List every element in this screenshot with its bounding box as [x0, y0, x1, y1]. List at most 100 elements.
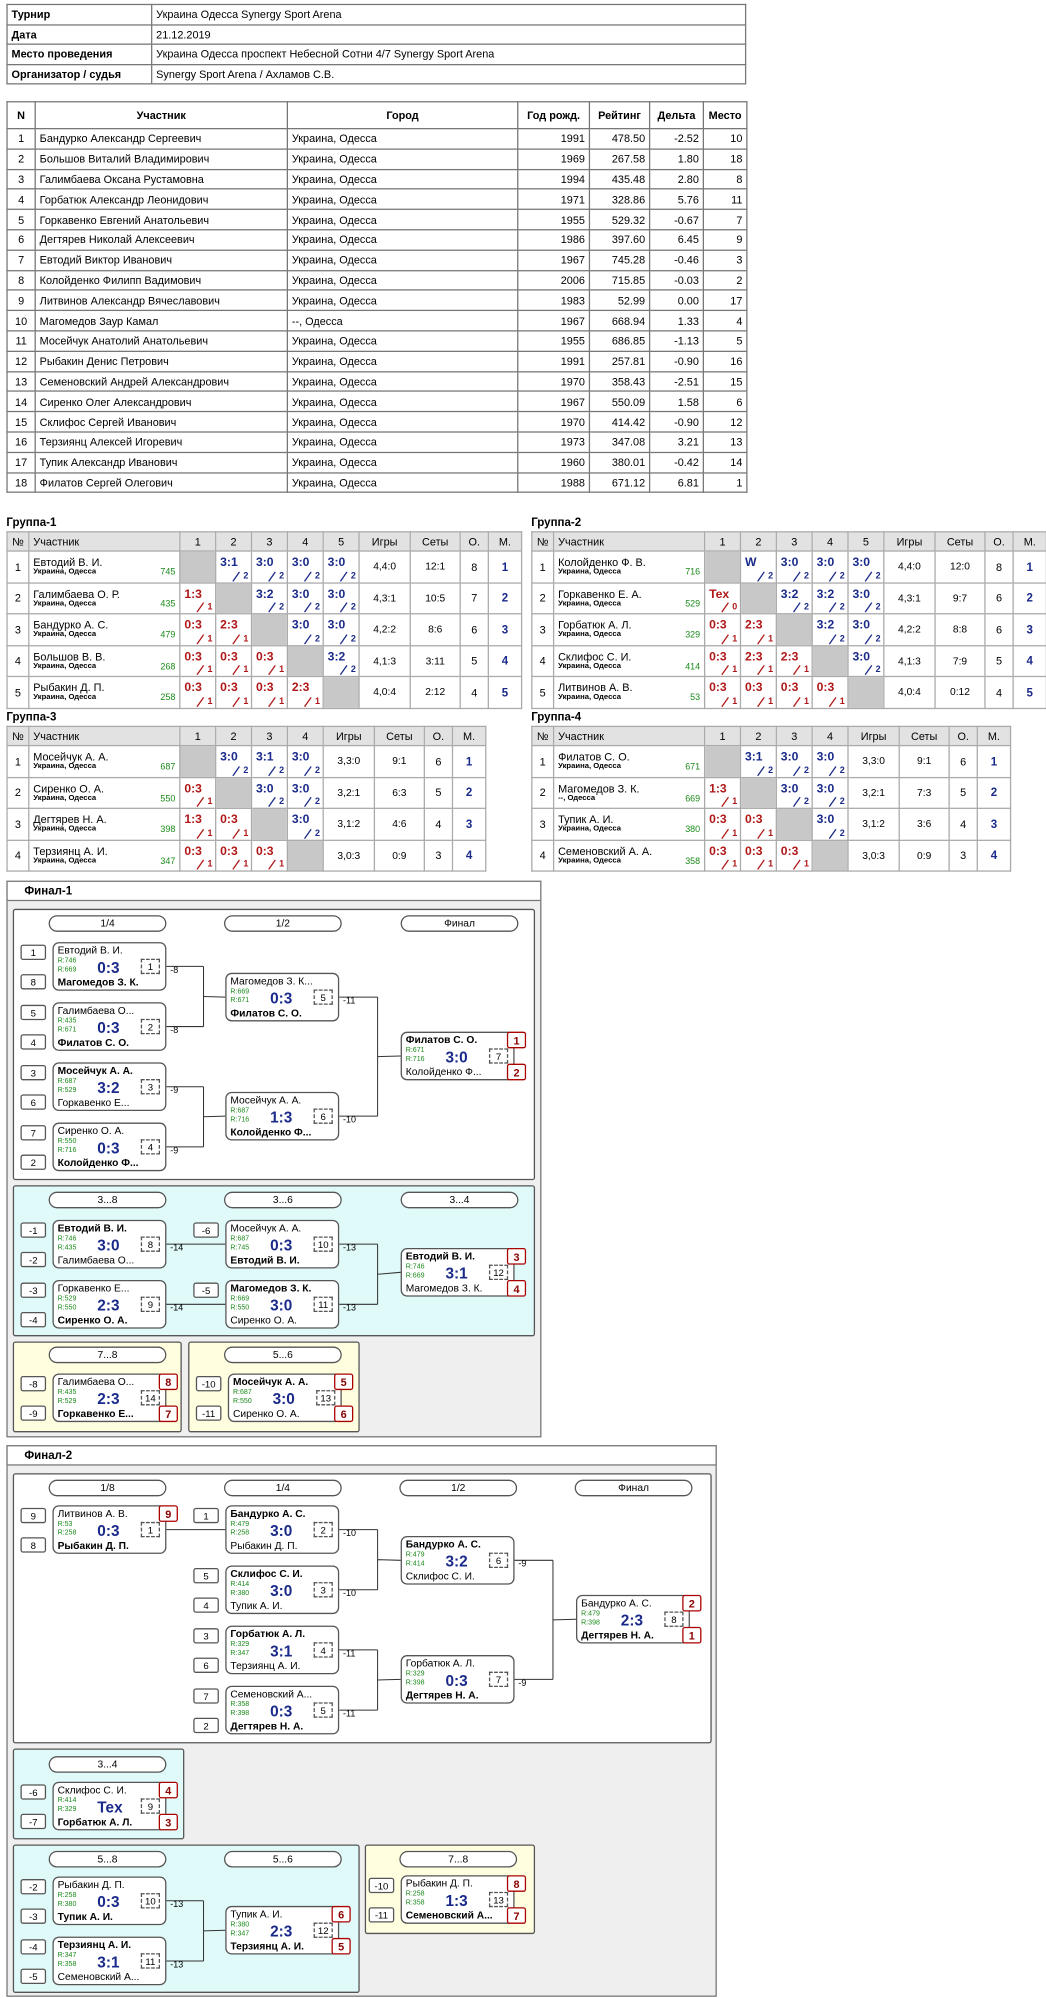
player-1: Горбатюк А. Л. — [405, 1657, 475, 1670]
group-row: 5 Рыбакин Д. П. Украина, Одесса 258 0:3 1 0:3 1… — [6, 675, 523, 709]
games: 3,0:3 — [322, 839, 376, 872]
row-number: 3 — [531, 807, 555, 841]
info-value: Synergy Sport Arena / Ахламов С.В. — [151, 63, 747, 85]
score-cell: 3:0 2 — [811, 744, 849, 778]
set-score: Tex — [709, 587, 730, 602]
player-rating: 398 — [160, 825, 176, 835]
player-city: Украина, Одесса — [558, 568, 622, 577]
column-header: Участник — [552, 725, 706, 747]
set-score: 3:0 — [852, 649, 871, 664]
rating-2: R:329 — [57, 1806, 77, 1814]
group-row: 5 Литвинов А. В. Украина, Одесса 53 0:3 1 0:3 1… — [531, 675, 1046, 709]
score-cell: Tex 0 — [704, 581, 742, 615]
cell: 5.76 — [648, 188, 704, 211]
set-score: 0:3 — [220, 649, 238, 664]
set-score: 3:0 — [291, 587, 310, 602]
seed: 8 — [20, 1537, 47, 1553]
set-score: 3:0 — [852, 555, 871, 570]
place: 3 — [158, 1813, 178, 1831]
match-number: 2 — [313, 1521, 333, 1538]
set-score: 0:3 — [256, 649, 274, 664]
column-header: 2 — [215, 531, 253, 552]
games: 4,2:2 — [358, 613, 411, 646]
player-name: Филатов С. О. — [558, 750, 630, 764]
cell: 1991 — [517, 350, 591, 372]
cell: -1.13 — [648, 330, 704, 352]
player-name: Евтодий В. И. — [33, 555, 103, 569]
cell: 1.58 — [648, 390, 704, 413]
row-number: 4 — [6, 839, 30, 872]
cell: 1973 — [517, 431, 591, 453]
score-cell: 3:2 2 — [811, 613, 849, 646]
cell: 1 — [6, 128, 36, 150]
match-points: 1 — [243, 860, 249, 870]
match-score: 3:1 — [270, 1642, 293, 1661]
player-cell: Магомедов З. К. --, Одесса 669 — [552, 776, 706, 809]
player-rating: 347 — [160, 857, 176, 867]
set-score: 0:3 — [256, 681, 274, 696]
player-1: Рыбакин Д. П. — [57, 1879, 125, 1891]
match-number: 7 — [488, 1671, 509, 1688]
cell: 668.94 — [588, 309, 651, 332]
connector — [377, 1678, 401, 1681]
place: 3 — [1012, 613, 1046, 646]
player-2: Терзиянц А. И. — [230, 1940, 304, 1952]
cell: Мосейчук Анатолий Анатольевич — [34, 330, 288, 352]
points: 8 — [984, 550, 1014, 584]
place: 5 — [331, 1937, 351, 1955]
player-cell: Литвинов А. В. Украина, Одесса 53 — [552, 675, 706, 709]
rating-1: R:380 — [230, 1921, 250, 1929]
sets: 2:12 — [409, 675, 461, 709]
player-sub: Украина, Одесса 716 — [558, 569, 700, 578]
match-score: 3:0 — [270, 1582, 293, 1600]
seed: 4 — [193, 1597, 219, 1613]
player-name: Сиренко О. А. — [33, 781, 105, 795]
match-points: 1 — [315, 696, 320, 706]
column-header: М. — [487, 531, 523, 552]
score-cell: 3:0 2 — [322, 581, 360, 615]
rating-2: R:380 — [57, 1900, 77, 1909]
player-cell: Галимбаева О. Р. Украина, Одесса 435 — [28, 581, 181, 615]
group-title: Группа-4 — [531, 710, 582, 724]
cell: 1991 — [517, 128, 591, 150]
seed: 9 — [20, 1507, 47, 1524]
cell: 414.42 — [588, 411, 651, 433]
cell: 267.58 — [588, 148, 651, 170]
player-city: Украина, Одесса — [33, 568, 97, 577]
cell: 671.12 — [588, 471, 651, 494]
player-rating: 329 — [685, 631, 701, 641]
match-points: 2 — [350, 634, 356, 644]
group-row: 2 Сиренко О. А. Украина, Одесса 550 0:3 1 3:0 2… — [6, 776, 487, 809]
set-score: 3:0 — [220, 750, 238, 765]
player-sub: Украина, Одесса 745 — [33, 569, 175, 578]
match-points: 1 — [243, 665, 249, 675]
match-number: 12 — [313, 1922, 333, 1938]
loser-goes-to: -9 — [518, 1560, 527, 1570]
place: 1 — [1012, 550, 1046, 584]
cell: Тупик Александр Иванович — [34, 451, 288, 474]
match-points: 1 — [768, 634, 774, 644]
empty-cell — [179, 744, 217, 778]
set-score: 3:2 — [327, 649, 346, 664]
participant-row: 2 Большов Виталий Владимирович Украина, Од… — [6, 148, 748, 170]
sets: 7:9 — [934, 644, 986, 678]
participant-row: 6 Дегтярев Николай Алексеевич Украина, Оде… — [6, 229, 748, 251]
column-header: Сеты — [409, 531, 461, 552]
player-city: Украина, Одесса — [33, 857, 97, 865]
cell: 1988 — [517, 471, 591, 494]
set-score: 3:0 — [327, 555, 346, 570]
column-header: N — [6, 101, 36, 130]
set-score: 3:0 — [816, 781, 835, 796]
cell: Горбатюк Александр Леонидович — [34, 188, 288, 211]
player-city: Украина, Одесса — [558, 600, 622, 608]
player-name: Горкавенко Е. А. — [558, 587, 642, 600]
cell: 358.43 — [588, 370, 651, 393]
set-score: 3:0 — [291, 750, 310, 765]
column-header: 2 — [739, 725, 777, 747]
score-cell: 1:3 1 — [704, 776, 742, 809]
cell: 1955 — [517, 330, 591, 352]
seed: -11 — [368, 1907, 395, 1923]
loser-goes-to: -10 — [343, 1589, 356, 1599]
set-score: 0:3 — [709, 681, 727, 696]
rating-2: R:347 — [230, 1649, 250, 1658]
